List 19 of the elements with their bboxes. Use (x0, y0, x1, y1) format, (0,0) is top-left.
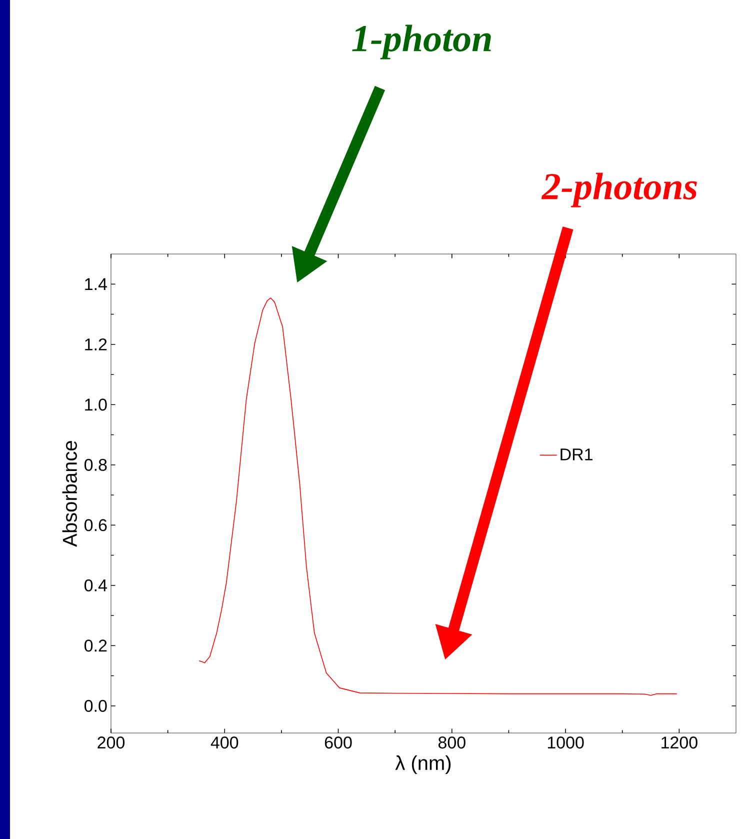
x-axis-title: λ (nm) (395, 755, 451, 774)
y-tick-label: 1.2 (85, 338, 107, 350)
y-tick-label: 0.6 (84, 519, 107, 532)
x-tick-label: 800 (438, 736, 466, 749)
text: 2-photons (541, 172, 697, 208)
x-tick-label: 600 (324, 736, 352, 749)
x-tick-label: 200 (98, 736, 125, 749)
text: 1-photon (352, 24, 491, 60)
y-tick-label: 1.4 (85, 278, 107, 290)
x-tick-label: 1200 (662, 736, 698, 749)
y-tick-label: 0.4 (84, 579, 107, 592)
y-tick-label: 0.8 (84, 458, 107, 471)
y-tick-label: 0.0 (84, 700, 107, 712)
y-tick-label: 0.2 (84, 640, 107, 652)
x-tick-label: 1000 (548, 736, 584, 749)
y-axis-title: Absorbance (62, 441, 77, 547)
x-tick-label: 400 (210, 736, 238, 749)
y-tick-label: 1.0 (85, 398, 107, 411)
legend-label: DR1 (560, 448, 592, 460)
